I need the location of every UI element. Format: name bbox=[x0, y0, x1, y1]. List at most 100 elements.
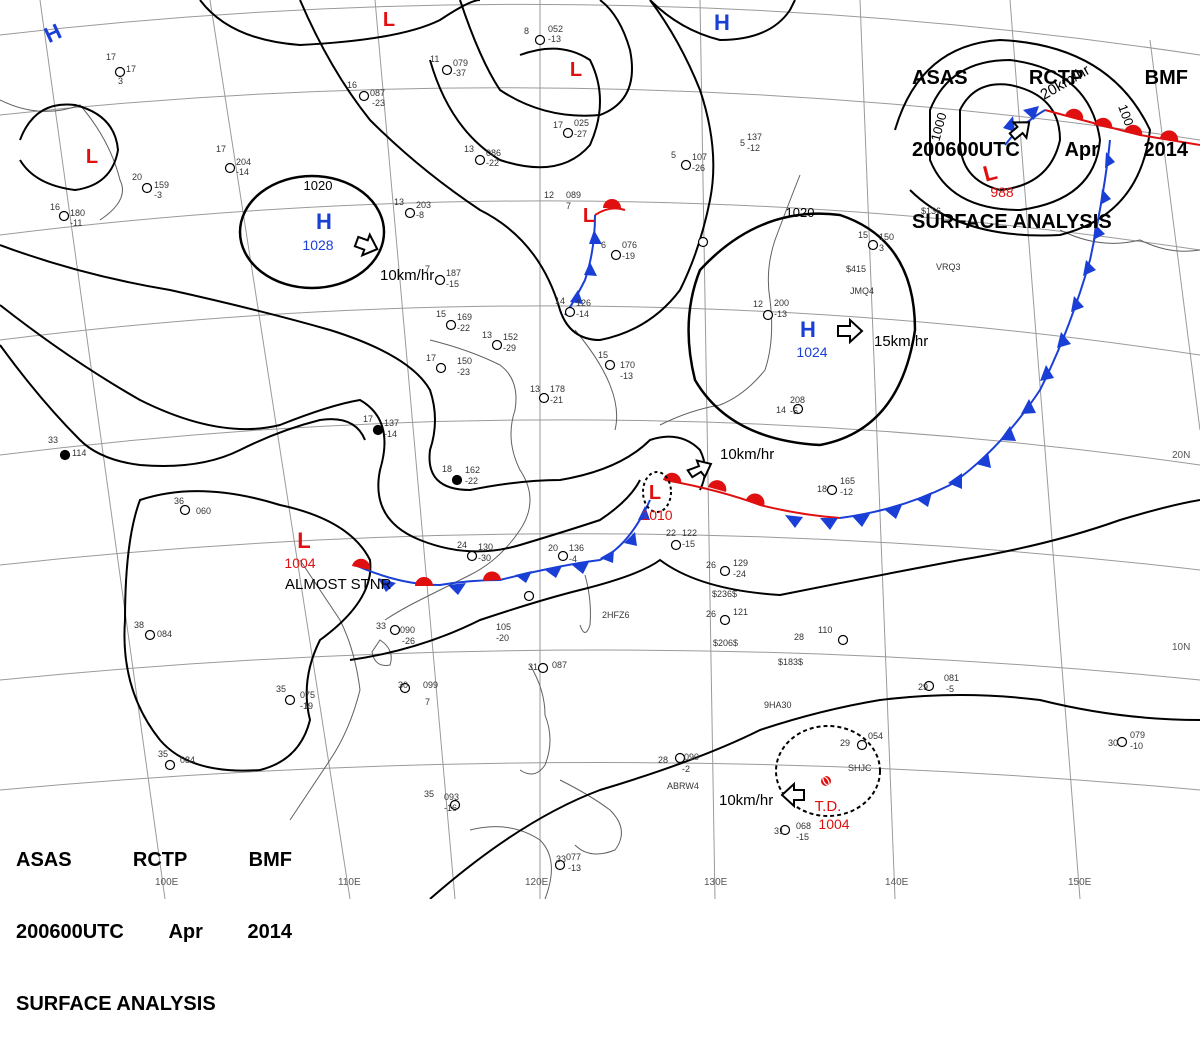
ship-id: $183$ bbox=[778, 657, 803, 667]
station-dew: -21 bbox=[550, 395, 563, 405]
station-dew: -30 bbox=[478, 553, 491, 563]
station-temp: 17 bbox=[106, 52, 116, 62]
header-agency-row: ASAS RCTP BMF bbox=[16, 848, 292, 872]
station-dew: -29 bbox=[503, 343, 516, 353]
station-pressure: 084 bbox=[157, 629, 172, 639]
station-temp: 13 bbox=[464, 144, 474, 154]
station-temp: 33 bbox=[556, 854, 566, 864]
header-time-row: 200600UTC Apr 2014 bbox=[16, 920, 292, 944]
station-dew: -13 bbox=[774, 309, 787, 319]
station-pressure: 110 bbox=[818, 625, 832, 635]
low-1010-boundary bbox=[642, 471, 672, 513]
header-office: BMF bbox=[1144, 67, 1188, 89]
low-center-label: L bbox=[570, 59, 582, 81]
station-dew: -3 bbox=[154, 190, 162, 200]
low-center-label: L bbox=[297, 528, 310, 553]
station-marker bbox=[114, 66, 126, 78]
station-temp: 18 bbox=[817, 484, 827, 494]
coastline-west bbox=[0, 99, 123, 221]
motion-speed: 10km/hr bbox=[380, 267, 434, 284]
cold-front-symbol bbox=[572, 562, 589, 574]
station-marker bbox=[554, 859, 566, 871]
station-dew: -15 bbox=[446, 279, 459, 289]
isobar-low-ne-2 bbox=[929, 58, 1102, 212]
cold-front-symbol bbox=[885, 505, 902, 519]
warm-front-symbols bbox=[352, 108, 1179, 586]
station-temp: 13 bbox=[530, 384, 540, 394]
station-pressure: 130 bbox=[478, 542, 493, 552]
high-center-label: H bbox=[800, 317, 816, 342]
warm-front-symbol bbox=[603, 199, 621, 208]
station-temp: 15 bbox=[436, 309, 446, 319]
station-pressure: 165 bbox=[840, 476, 855, 486]
station-temp: 17 bbox=[426, 353, 436, 363]
ship-id: $136 bbox=[921, 206, 941, 216]
cold-front-symbol bbox=[1021, 399, 1036, 414]
cold-front-symbols bbox=[378, 106, 1115, 595]
station-dew: -23 bbox=[457, 367, 470, 377]
chart-header-bottom-left: ASAS RCTP BMF 200600UTC Apr 2014 SURFACE… bbox=[16, 800, 292, 1040]
motion-speed: 10km/hr bbox=[720, 446, 774, 463]
station-marker bbox=[923, 680, 935, 692]
station-marker bbox=[224, 162, 236, 174]
station-temp: 12 bbox=[544, 190, 554, 200]
cold-front-symbol bbox=[584, 262, 597, 276]
warm-front-symbol bbox=[746, 493, 765, 506]
cold-front-symbol bbox=[624, 532, 637, 546]
station-marker bbox=[538, 392, 550, 404]
station-temp: 17 bbox=[363, 414, 373, 424]
station-temp: 17 bbox=[553, 120, 563, 130]
header-year: 2014 bbox=[1143, 139, 1188, 161]
station-temp: 31 bbox=[774, 826, 784, 836]
header-agency: ASAS bbox=[16, 849, 72, 871]
cold-front-symbol bbox=[545, 566, 562, 578]
coastline-china bbox=[384, 339, 531, 621]
station-temp: 20 bbox=[548, 543, 558, 553]
station-dew: -5 bbox=[946, 684, 954, 694]
station-temp: 35 bbox=[158, 749, 168, 759]
station-dew: -19 bbox=[300, 701, 313, 711]
cold-front-symbol bbox=[1105, 152, 1115, 168]
header-time: 200600UTC bbox=[912, 139, 1020, 161]
coastline-kamchatka bbox=[1059, 229, 1200, 252]
longitude-line bbox=[374, 0, 456, 899]
longitude-line bbox=[699, 0, 716, 899]
station-pressure: 087 bbox=[370, 88, 385, 98]
station-temp: 33 bbox=[48, 435, 58, 445]
station-pressure: 068 bbox=[796, 821, 811, 831]
station-pressure: 208 bbox=[790, 395, 805, 405]
station-temp: 8 bbox=[524, 26, 529, 36]
station-marker bbox=[466, 550, 478, 562]
station-pressure: 090 bbox=[684, 752, 699, 762]
isobar-west-2 bbox=[0, 304, 641, 553]
station-dew: -8 bbox=[416, 210, 424, 220]
station-temp: 30 bbox=[1108, 738, 1118, 748]
station-dew: -26 bbox=[692, 163, 705, 173]
station-pressure: 137 bbox=[747, 132, 762, 142]
header-office: BMF bbox=[248, 849, 292, 871]
latitude-line bbox=[0, 305, 1200, 356]
station-marker bbox=[435, 362, 447, 374]
station-marker bbox=[58, 210, 70, 222]
station-marker bbox=[358, 90, 370, 102]
station-pressure: 170 bbox=[620, 360, 635, 370]
ship-id: 9HA30 bbox=[764, 700, 792, 710]
station-pressure: 204 bbox=[236, 157, 251, 167]
station-dew: -15 bbox=[796, 832, 809, 842]
station-pressure: 093 bbox=[444, 792, 459, 802]
station-marker bbox=[372, 424, 384, 436]
station-marker bbox=[474, 154, 486, 166]
station-dew: -14 bbox=[384, 429, 397, 439]
station-pressure: 079 bbox=[1130, 730, 1145, 740]
station-pressure: 169 bbox=[457, 312, 472, 322]
station-pressure: 137 bbox=[384, 418, 399, 428]
station-temp: 15 bbox=[858, 230, 868, 240]
coastline-hainan bbox=[371, 639, 392, 666]
cold-front-symbol bbox=[1040, 365, 1054, 381]
station-temp: 17 bbox=[216, 144, 226, 154]
station-temp: 13 bbox=[394, 197, 404, 207]
station-temp: 28 bbox=[794, 632, 804, 642]
chart-header-top-right: ASAS RCTP BMF 200600UTC Apr 2014 SURFACE… bbox=[912, 18, 1188, 258]
cold-front-symbol bbox=[638, 506, 650, 520]
station-temp: 31 bbox=[528, 662, 538, 672]
